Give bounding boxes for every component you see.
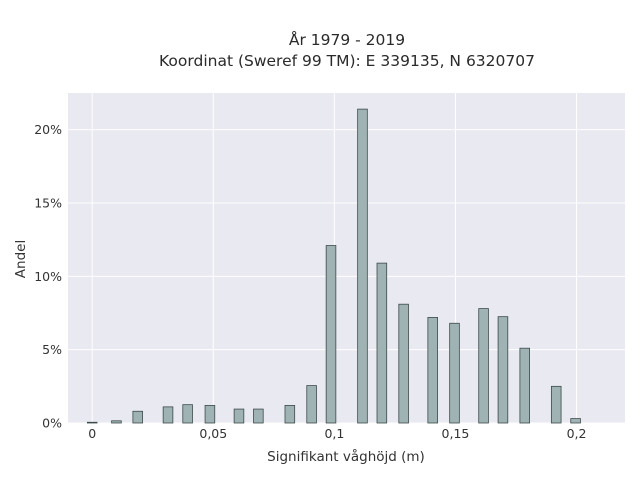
bar — [204, 404, 216, 424]
y-tick-label: 5% — [42, 342, 62, 357]
bar — [398, 303, 409, 424]
bar — [233, 408, 245, 424]
y-axis-ticks: 0% 5% 10% 15% 20% — [34, 122, 62, 430]
x-tick-label: 0,15 — [442, 426, 470, 441]
x-tick-label: 0 — [88, 426, 96, 441]
bar — [162, 406, 174, 424]
bar — [284, 404, 296, 424]
plot-area — [68, 93, 625, 423]
y-axis-label: Andel — [13, 240, 29, 278]
y-tick-label: 15% — [34, 196, 62, 211]
bar — [306, 385, 317, 424]
bar — [376, 262, 388, 424]
x-axis-ticks: 0 0,05 0,1 0,15 0,2 — [88, 426, 586, 441]
bar — [427, 316, 438, 424]
chart-title-line-1: År 1979 - 2019 — [289, 30, 405, 49]
x-axis-label: Signifikant våghöjd (m) — [267, 448, 425, 465]
grid — [68, 93, 625, 424]
bar — [449, 322, 460, 424]
bar — [550, 385, 562, 424]
y-tick-label: 0% — [42, 416, 62, 431]
x-tick-label: 0,2 — [567, 426, 587, 441]
bar — [478, 308, 489, 424]
chart-title-line-2: Koordinat (Sweref 99 TM): E 339135, N 63… — [159, 52, 535, 70]
bar — [570, 418, 581, 424]
x-tick-label: 0,05 — [199, 426, 227, 441]
y-tick-label: 10% — [34, 269, 62, 284]
bar — [86, 421, 98, 424]
y-tick-label: 20% — [34, 122, 62, 137]
bar — [357, 108, 368, 424]
bar — [497, 316, 509, 424]
x-tick-label: 0,1 — [324, 426, 344, 441]
bar — [325, 245, 337, 424]
bars — [86, 108, 581, 424]
bar — [519, 347, 530, 424]
bar — [111, 420, 122, 424]
bar — [132, 410, 143, 424]
bar — [182, 404, 193, 424]
bar — [253, 408, 264, 424]
